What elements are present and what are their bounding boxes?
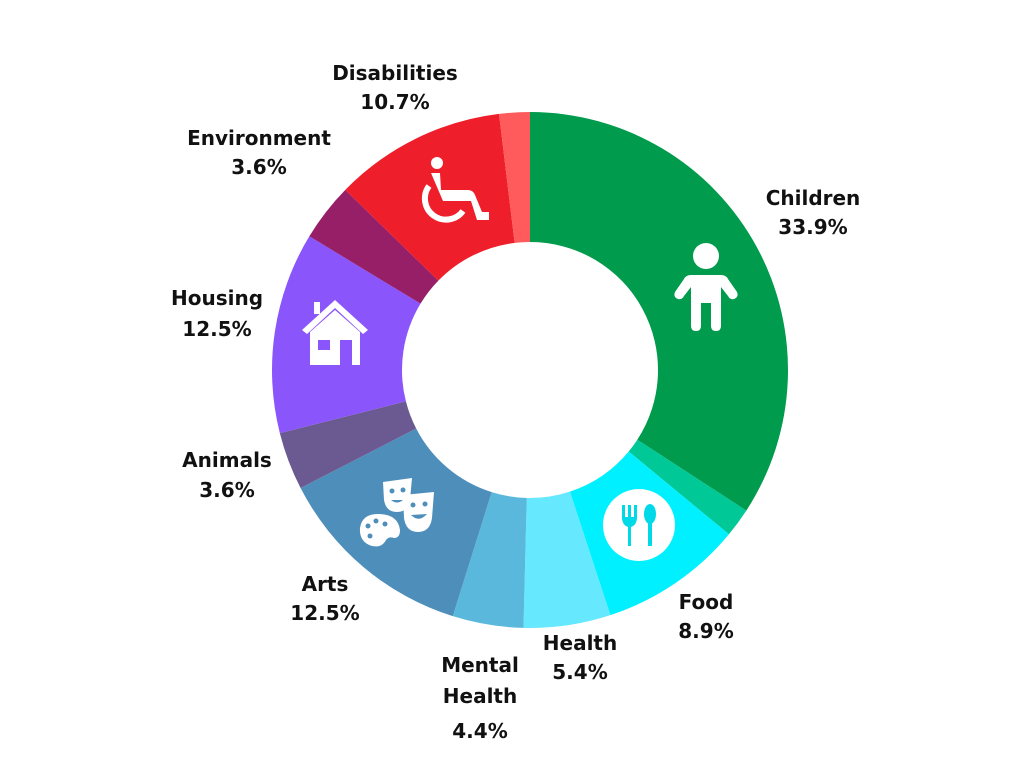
label-health-pct: 5.4% — [552, 660, 607, 684]
label-arts-name: Arts — [302, 572, 349, 596]
label-children-name: Children — [766, 186, 861, 210]
label-food-name: Food — [679, 590, 734, 614]
label-animals-name: Animals — [182, 448, 272, 472]
label-disabilities-pct: 10.7% — [360, 90, 429, 114]
label-environment-pct: 3.6% — [231, 155, 286, 179]
label-animals: Animals 3.6% — [182, 448, 272, 502]
slice-mental-health — [452, 492, 527, 628]
label-children: Children 33.9% — [766, 186, 861, 239]
slice-children — [530, 112, 788, 511]
label-food: Food 8.9% — [678, 590, 733, 643]
label-housing-name: Housing — [171, 286, 263, 310]
slice-animals — [279, 401, 417, 489]
slice-environment — [309, 189, 439, 304]
label-mental-pct: 4.4% — [452, 719, 507, 743]
house-icon — [302, 300, 368, 365]
label-mental-line1: Mental — [441, 653, 519, 677]
label-environment-name: Environment — [187, 126, 331, 150]
slice-unlabeled-10 — [499, 112, 530, 243]
label-health: Health 5.4% — [543, 631, 617, 684]
slice-disabilities — [345, 113, 515, 281]
label-animals-pct: 3.6% — [199, 478, 254, 502]
label-disabilities: Disabilities 10.7% — [332, 61, 458, 114]
utensils-icon — [603, 489, 675, 561]
wheelchair-icon — [421, 157, 489, 223]
label-arts: Arts 12.5% — [290, 572, 359, 625]
slice-health — [523, 491, 611, 628]
label-environment: Environment 3.6% — [187, 126, 331, 179]
label-arts-pct: 12.5% — [290, 601, 359, 625]
label-mental-health: Mental Health 4.4% — [441, 653, 519, 743]
label-disabilities-name: Disabilities — [332, 61, 458, 85]
label-housing: Housing 12.5% — [171, 286, 263, 341]
label-children-pct: 33.9% — [778, 215, 847, 239]
label-mental-line2: Health — [443, 684, 517, 708]
label-food-pct: 8.9% — [678, 619, 733, 643]
donut-slices — [272, 112, 788, 628]
slice-unlabeled-1 — [628, 439, 747, 535]
child-icon — [674, 243, 738, 331]
label-housing-pct: 12.5% — [182, 317, 251, 341]
label-health-name: Health — [543, 631, 617, 655]
